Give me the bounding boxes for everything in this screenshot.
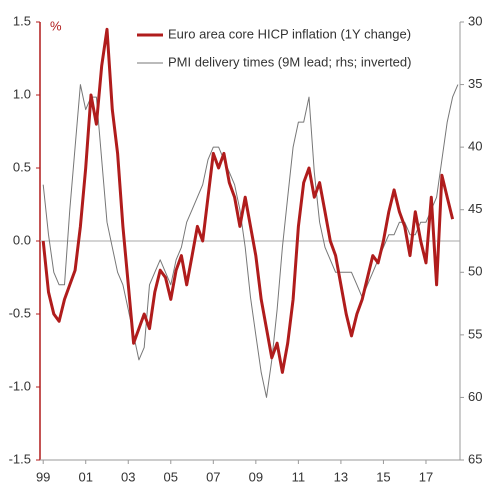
x-tick-label: 05 (164, 469, 178, 484)
y2-tick-label: 50 (468, 264, 482, 279)
y-tick-label: 0.0 (13, 232, 31, 247)
x-tick-label: 99 (36, 469, 50, 484)
y-tick-label: 1.0 (13, 86, 31, 101)
y-tick-label: 0.5 (13, 159, 31, 174)
y2-tick-label: 45 (468, 201, 482, 216)
y-tick-label: 1.5 (13, 13, 31, 28)
x-tick-label: 01 (78, 469, 92, 484)
x-tick-label: 07 (206, 469, 220, 484)
series-line (42, 84, 459, 398)
y2-tick-label: 65 (468, 451, 482, 466)
y2-tick-label: 55 (468, 326, 482, 341)
x-tick-label: 03 (121, 469, 135, 484)
y-tick-label: -0.5 (9, 305, 31, 320)
legend-label: Euro area core HICP inflation (1Y change… (168, 26, 411, 41)
x-tick-label: 11 (292, 469, 306, 484)
y2-tick-label: 60 (468, 389, 482, 404)
x-tick-label: 15 (376, 469, 390, 484)
x-tick-label: 09 (249, 469, 263, 484)
series-line (41, 27, 455, 374)
legend-label: PMI delivery times (9M lead; rhs; invert… (168, 54, 411, 69)
x-tick-label: 13 (334, 469, 348, 484)
x-tick-label: 17 (419, 469, 433, 484)
y2-tick-label: 35 (468, 76, 482, 91)
y-tick-label: -1.0 (9, 378, 31, 393)
y-axis-label: % (50, 18, 62, 33)
y2-tick-label: 30 (468, 13, 482, 28)
y2-tick-label: 40 (468, 139, 482, 154)
y-tick-label: -1.5 (9, 451, 31, 466)
